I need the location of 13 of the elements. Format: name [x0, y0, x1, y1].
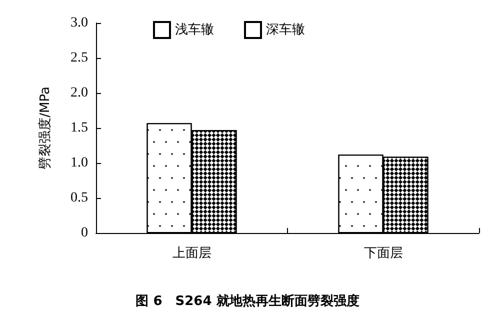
- y-tick-label: 2.0: [70, 86, 88, 100]
- x-tick-label: 下面层: [364, 246, 403, 261]
- y-axis-title: 劈裂强度/MPa: [37, 86, 53, 170]
- y-tick-label: 3.0: [70, 16, 88, 30]
- y-tick-label: 0.5: [70, 190, 88, 206]
- text: 图 6 S264 就地热再生断面劈裂强度: [136, 293, 360, 309]
- y-tick-label: 2.5: [70, 50, 88, 66]
- x-tick-label: 上面层: [172, 246, 212, 261]
- y-tick-label: 0: [81, 226, 88, 240]
- legend-label: 浅车辙: [175, 22, 214, 38]
- legend-label: 深车辙: [266, 22, 305, 38]
- y-tick-label: 1.0: [70, 156, 88, 170]
- y-tick-label: 1.5: [70, 120, 88, 136]
